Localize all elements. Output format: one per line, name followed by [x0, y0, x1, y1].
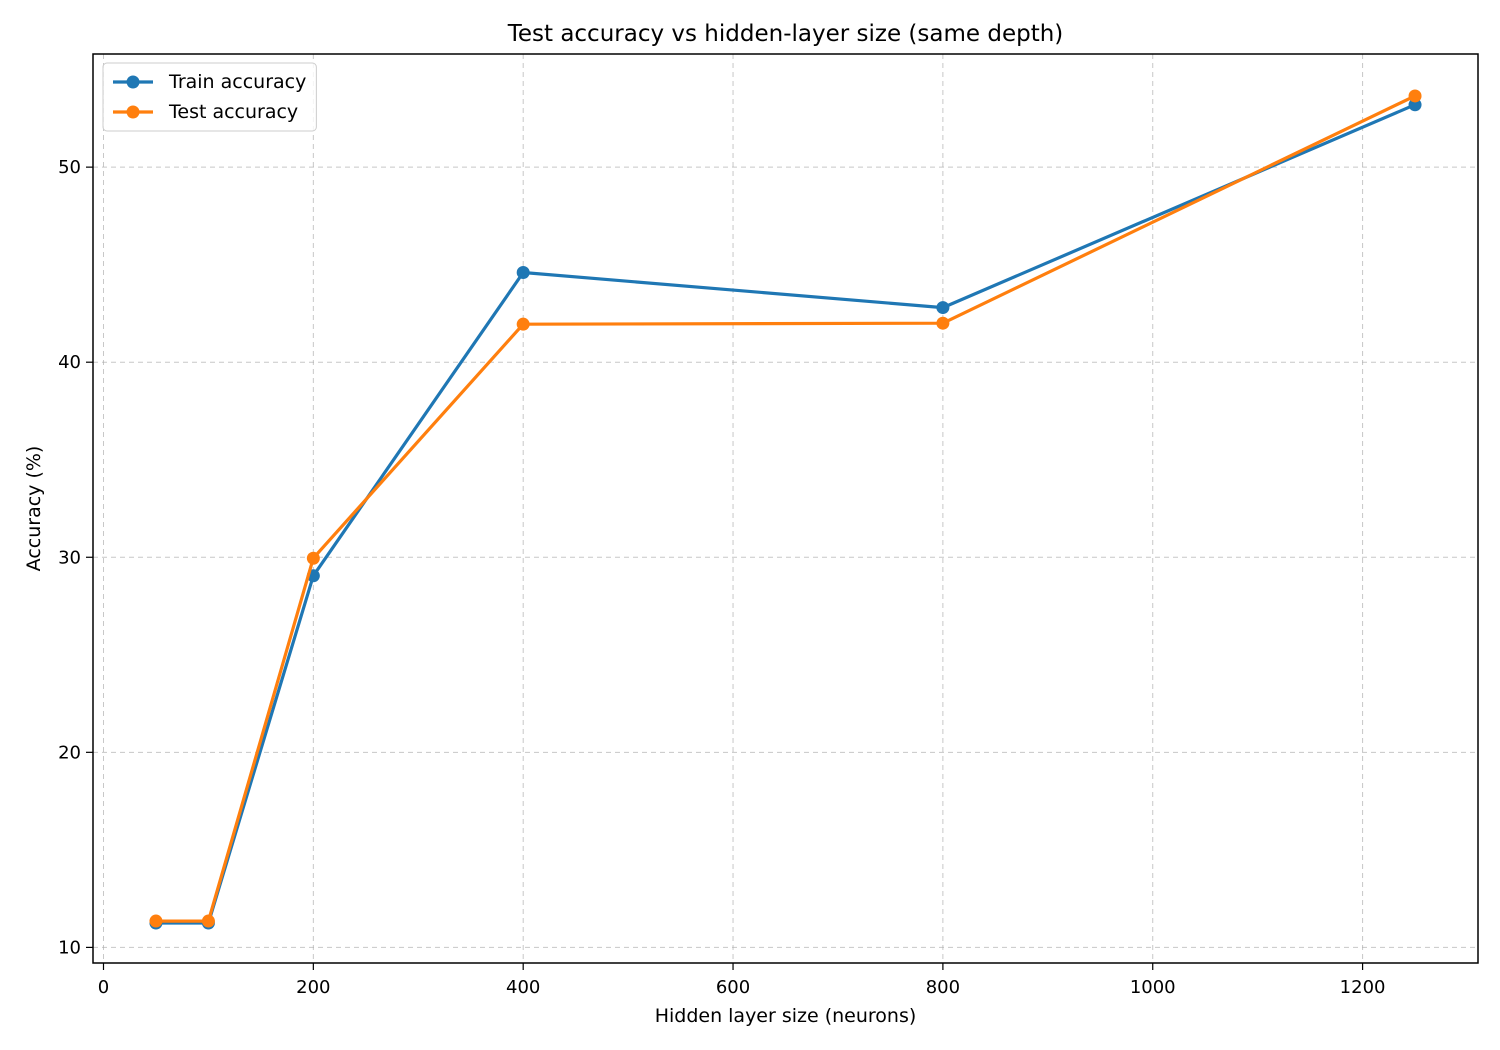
test-accuracy-point	[306, 551, 320, 565]
train-accuracy-line	[154, 103, 1417, 925]
x-axis-label: Hidden layer size (neurons)	[655, 1005, 917, 1027]
test-accuracy-legend-label: Test accuracy	[168, 101, 298, 123]
legend-entries: Train accuracy Test accuracy	[113, 71, 306, 123]
y-tick-label: 50	[58, 157, 81, 178]
x-tick-label: 200	[296, 977, 330, 998]
test-accuracy-point	[201, 914, 215, 928]
test-accuracy-point	[149, 914, 163, 928]
series-layer	[149, 89, 1422, 930]
x-tick-label: 0	[98, 977, 109, 998]
test-accuracy-legend-marker	[126, 105, 140, 119]
x-tick-label: 1200	[1340, 977, 1386, 998]
y-axis-label: Accuracy (%)	[23, 446, 45, 572]
x-tick-label: 800	[926, 977, 960, 998]
tick-layer: 0 200 400 600 800 1000 1200 10 20 30 40 50	[58, 157, 1385, 998]
legend: Train accuracy Test accuracy	[102, 62, 317, 132]
train-accuracy-point	[516, 265, 530, 279]
x-tick-label: 1000	[1130, 977, 1176, 998]
test-accuracy-line	[154, 94, 1417, 923]
grid-layer	[93, 54, 1478, 963]
train-accuracy-legend-marker	[126, 75, 140, 89]
test-accuracy-point	[1408, 89, 1422, 103]
y-tick-label: 10	[58, 937, 81, 958]
y-tick-label: 30	[58, 547, 81, 568]
plot-frame	[92, 53, 1479, 964]
train-accuracy-point	[936, 301, 950, 315]
x-tick-label: 600	[716, 977, 750, 998]
y-tick-label: 40	[58, 352, 81, 373]
legend-box	[102, 62, 317, 132]
chart-title: Test accuracy vs hidden-layer size (same…	[507, 21, 1064, 47]
train-accuracy-legend-label: Train accuracy	[168, 71, 306, 93]
test-accuracy-point	[936, 316, 950, 330]
x-tick-label: 400	[506, 977, 540, 998]
y-tick-label: 20	[58, 742, 81, 763]
test-accuracy-point	[516, 317, 530, 331]
